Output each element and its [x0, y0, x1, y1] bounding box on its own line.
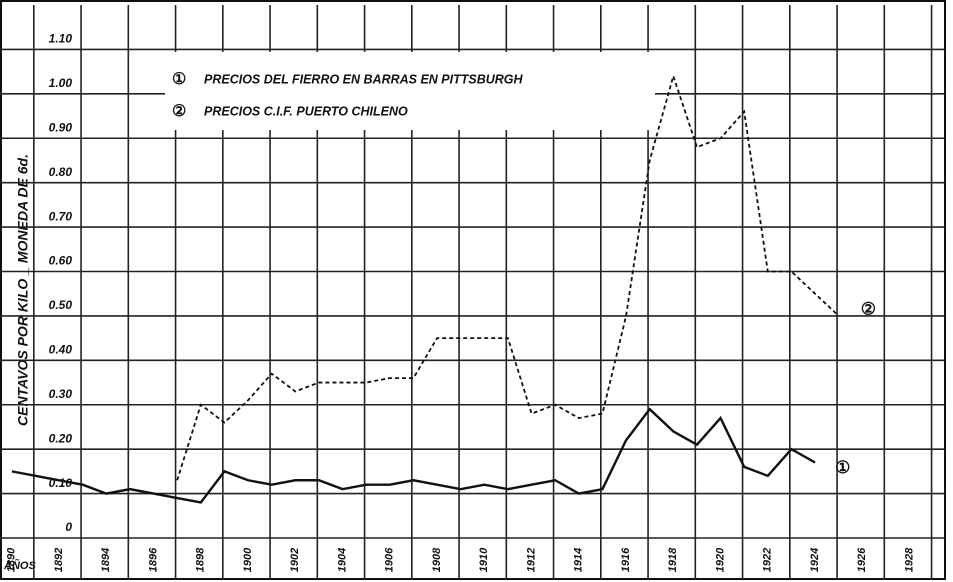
x-tick-label: 1902: [289, 548, 301, 572]
legend-label: PRECIOS DEL FIERRO EN BARRAS EN PITTSBUR…: [204, 72, 524, 86]
x-tick-label: 1922: [762, 548, 774, 572]
x-tick-label: 1908: [431, 547, 443, 572]
x-tick-label: 1904: [336, 548, 348, 572]
x-tick-label: 1912: [525, 548, 537, 572]
y-tick-label: 0.70: [49, 209, 73, 223]
y-tick-label: 0.20: [49, 431, 73, 445]
y-tick-label: 1.00: [49, 76, 73, 90]
data-line: [11, 407, 816, 504]
x-tick-label: 1910: [478, 547, 490, 572]
x-tick-label: 1894: [100, 548, 112, 572]
x-tick-label: 1898: [195, 547, 207, 572]
x-tick-label: 1916: [620, 547, 632, 572]
y-tick-label: 0.30: [49, 387, 73, 401]
x-axis-label: AÑOS: [3, 559, 36, 572]
x-tick-label: 1926: [856, 547, 868, 572]
x-tick-label: 1920: [714, 547, 726, 572]
x-tick-label: 1924: [809, 548, 821, 572]
y-tick-label: 1.10: [49, 32, 73, 46]
data-line: [176, 72, 840, 481]
x-tick-label: 1906: [384, 547, 396, 572]
x-tick-label: 1890: [6, 547, 18, 572]
legend-label: PRECIOS C.I.F. PUERTO CHILENO: [204, 104, 408, 118]
x-tick-label: 1896: [147, 547, 159, 572]
y-tick-label: 0.80: [49, 165, 73, 179]
legend-box: [165, 52, 655, 130]
y-tick-label: 0.60: [49, 254, 73, 268]
x-tick-label: 1900: [242, 547, 254, 572]
legend-marker: ①: [172, 71, 186, 88]
series-label: ①: [835, 458, 850, 477]
y-tick-label: 0: [65, 520, 72, 534]
x-tick-label: 1918: [667, 547, 679, 572]
y-tick-label: 0.50: [49, 298, 73, 312]
y-tick-label: 0.40: [49, 343, 73, 357]
series-label: ②: [861, 299, 876, 318]
x-tick-label: 1914: [573, 548, 585, 572]
x-tick-label: 1928: [903, 547, 915, 572]
legend-marker: ②: [172, 103, 186, 120]
y-axis-label: CENTAVOS POR KILO _ MONEDA DE 6d.: [15, 154, 31, 426]
y-tick-label: 0.90: [49, 120, 73, 134]
x-tick-label: 1892: [53, 548, 65, 572]
